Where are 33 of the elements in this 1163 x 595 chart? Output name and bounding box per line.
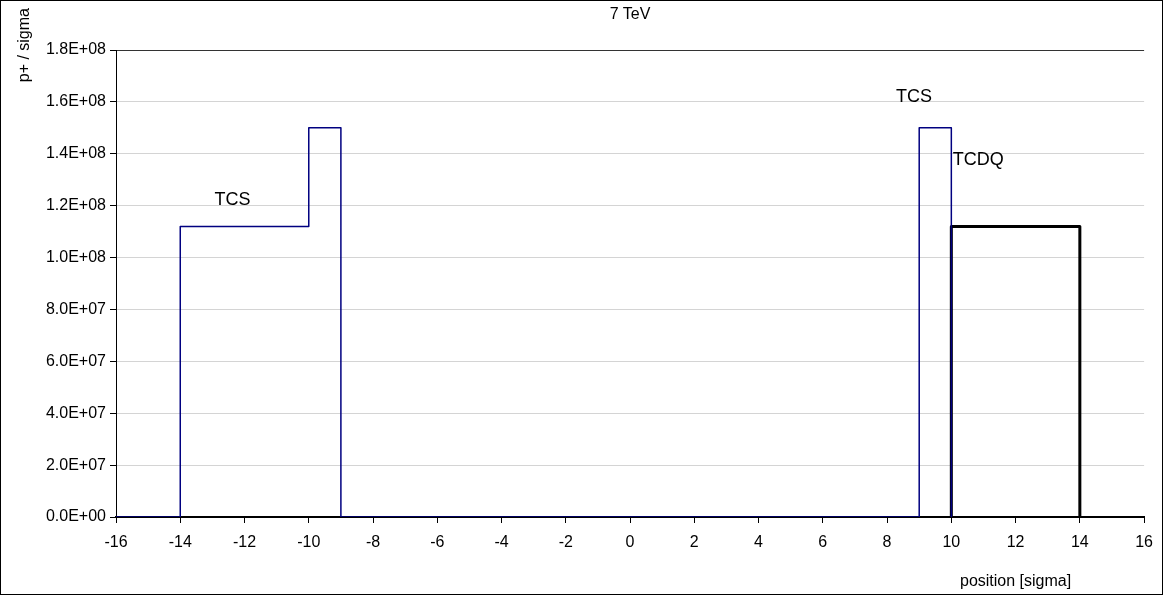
x-tick-label: -16 [104,533,128,551]
chart-title: 7 TeV [609,5,651,23]
y-tick-label: 1.6E+08 [45,92,107,110]
x-tick-label: -8 [365,533,381,551]
y-tick-label: 0.0E+00 [45,507,107,525]
x-tick-label: -4 [494,533,509,551]
x-tick-label: 8 [882,533,892,551]
y-tick-label: 1.4E+08 [45,144,107,162]
x-tick-label: -2 [558,533,574,551]
x-tick-label: 0 [625,533,635,551]
annotation: TCDQ [952,148,1004,169]
x-axis-title: position [sigma] [960,572,1072,590]
x-tick-label: 6 [818,533,828,551]
x-tick-label: 12 [1006,533,1025,551]
y-tick-label: 1.8E+08 [45,40,107,58]
y-tick-label: 4.0E+07 [45,403,107,421]
x-tick-label: 10 [942,533,961,551]
y-tick-label: 8.0E+07 [45,299,107,317]
x-tick-label: 2 [689,533,699,551]
x-tick-label: 16 [1135,533,1154,551]
y-axis-title: p+ / sigma [15,7,33,83]
annotation: TCS [214,189,251,210]
x-tick-label: 4 [754,533,764,551]
x-tick-label: -10 [297,533,321,551]
x-tick-label: -6 [430,533,445,551]
y-tick-label: 6.0E+07 [45,351,107,369]
x-tick-label: -14 [168,533,192,551]
annotation: TCS [896,86,933,107]
y-tick-label: 2.0E+07 [45,455,107,473]
x-tick-label: -12 [232,533,257,551]
y-tick-label: 1.2E+08 [45,196,107,214]
x-tick-label: 14 [1070,533,1089,551]
y-tick-label: 1.0E+08 [45,247,107,265]
